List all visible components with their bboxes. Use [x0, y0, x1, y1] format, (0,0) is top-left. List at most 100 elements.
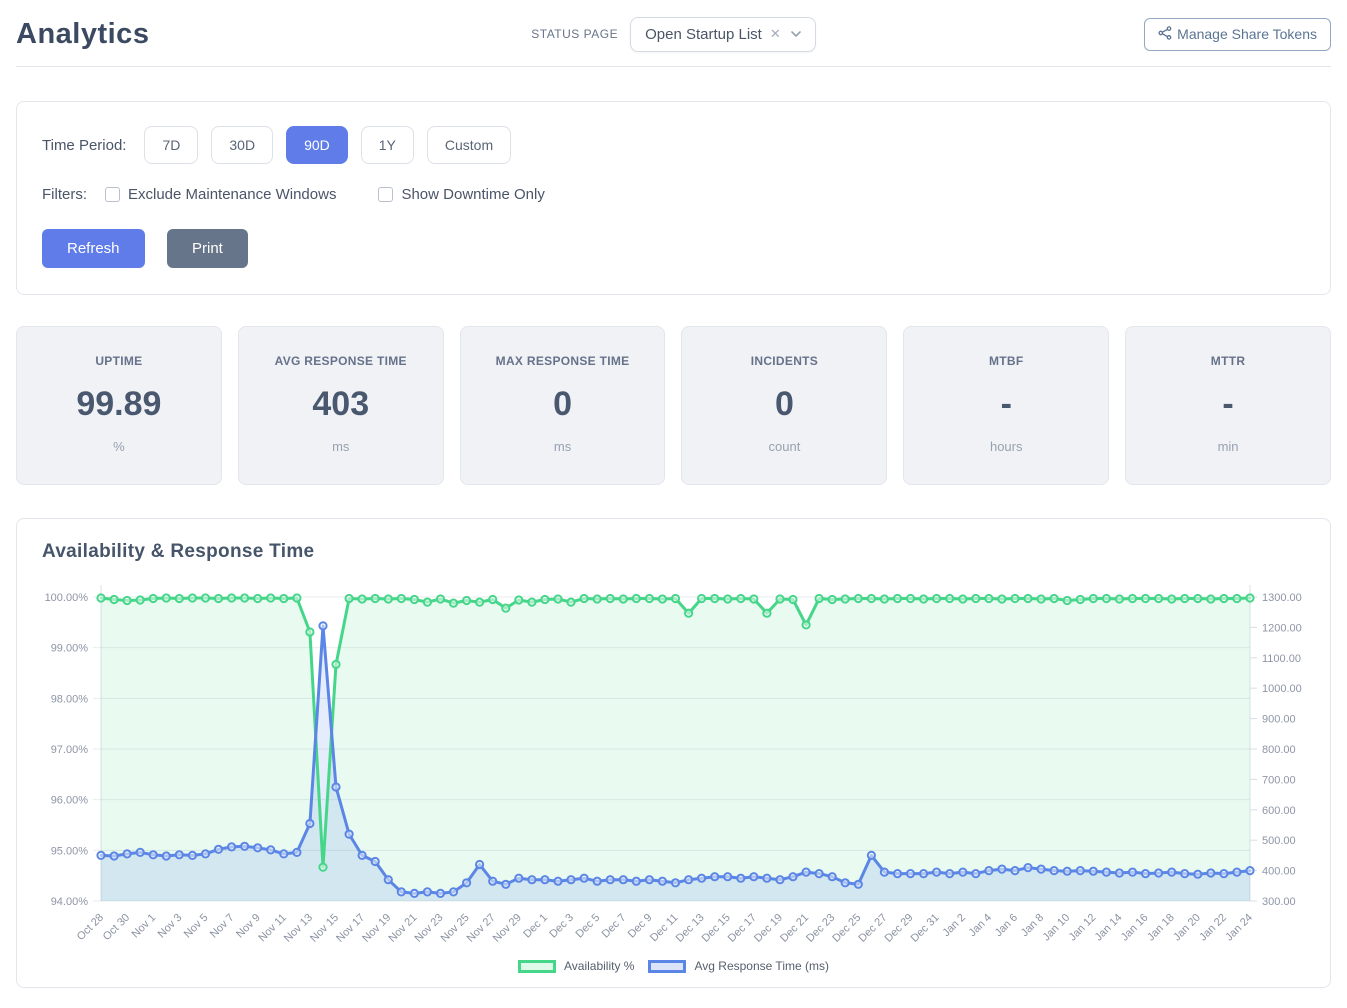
stats-row: UPTIME 99.89 % AVG RESPONSE TIME 403 ms … — [16, 326, 1331, 485]
legend-label: Avg Response Time (ms) — [694, 959, 829, 973]
svg-text:Dec 1: Dec 1 — [521, 912, 550, 941]
svg-text:Jan 18: Jan 18 — [1145, 912, 1177, 944]
header-divider — [16, 66, 1331, 67]
chart-title: Availability & Response Time — [42, 541, 315, 562]
svg-text:800.00: 800.00 — [1262, 744, 1296, 756]
period-button-30d[interactable]: 30D — [211, 126, 274, 164]
svg-text:1000.00: 1000.00 — [1262, 683, 1302, 695]
legend-item[interactable]: Avg Response Time (ms) — [648, 959, 829, 973]
svg-text:Jan 14: Jan 14 — [1093, 912, 1125, 944]
stat-card-mttr: MTTR - min — [1125, 326, 1331, 485]
svg-text:Dec 31: Dec 31 — [909, 912, 942, 945]
svg-text:Jan 10: Jan 10 — [1040, 912, 1072, 944]
stat-card-uptime: UPTIME 99.89 % — [16, 326, 222, 485]
svg-text:Dec 17: Dec 17 — [726, 912, 759, 945]
chart-legend: Availability % Avg Response Time (ms) — [17, 959, 1330, 973]
filter-panel: Time Period: 7D 30D 90D 1Y Custom Filter… — [16, 101, 1331, 295]
svg-text:97.00%: 97.00% — [51, 744, 89, 756]
svg-text:Jan 12: Jan 12 — [1067, 912, 1099, 944]
actions-row: Refresh Print — [42, 229, 1305, 268]
svg-text:Dec 7: Dec 7 — [600, 912, 629, 941]
legend-swatch — [648, 959, 687, 973]
svg-text:99.00%: 99.00% — [51, 643, 89, 655]
stat-card-incidents: INCIDENTS 0 count — [681, 326, 888, 485]
svg-text:Jan 4: Jan 4 — [966, 912, 994, 940]
svg-text:Dec 27: Dec 27 — [856, 912, 889, 945]
svg-text:Jan 22: Jan 22 — [1197, 912, 1229, 944]
header: Analytics STATUS PAGE Open Startup List … — [16, 8, 1331, 60]
svg-text:1100.00: 1100.00 — [1262, 653, 1301, 665]
svg-text:Dec 19: Dec 19 — [752, 912, 785, 945]
availability-response-chart[interactable]: 100.00% 99.00% 98.00% 97.00% 96.00% 95.00% 94.… — [17, 575, 1330, 957]
svg-text:1200.00: 1200.00 — [1262, 622, 1302, 634]
period-button-custom[interactable]: Custom — [426, 126, 512, 164]
checkbox-exclude-maintenance[interactable]: Exclude Maintenance Windows — [105, 186, 336, 203]
svg-text:Oct 28: Oct 28 — [75, 912, 106, 943]
svg-text:100.00%: 100.00% — [45, 592, 89, 604]
period-button-7d[interactable]: 7D — [144, 126, 199, 164]
svg-text:Nov 17: Nov 17 — [334, 912, 367, 945]
filters-row: Filters: Exclude Maintenance Windows Sho… — [42, 186, 1305, 203]
svg-text:Jan 16: Jan 16 — [1119, 912, 1151, 944]
status-page-label: STATUS PAGE — [531, 27, 619, 41]
svg-text:400.00: 400.00 — [1262, 866, 1296, 878]
svg-text:Dec 23: Dec 23 — [804, 912, 837, 945]
svg-text:98.00%: 98.00% — [51, 693, 89, 705]
chevron-down-icon[interactable] — [789, 27, 803, 41]
svg-text:Nov 19: Nov 19 — [360, 912, 393, 945]
svg-text:Nov 5: Nov 5 — [182, 912, 211, 941]
svg-text:Dec 25: Dec 25 — [830, 912, 863, 945]
svg-text:500.00: 500.00 — [1262, 835, 1296, 847]
share-icon — [1158, 25, 1172, 43]
svg-text:Nov 7: Nov 7 — [208, 912, 237, 941]
legend-item[interactable]: Availability % — [518, 959, 634, 973]
checkbox-box[interactable] — [105, 187, 120, 202]
svg-text:Nov 3: Nov 3 — [156, 912, 185, 941]
svg-text:Dec 29: Dec 29 — [882, 912, 915, 945]
svg-text:300.00: 300.00 — [1262, 896, 1296, 908]
svg-text:Nov 25: Nov 25 — [439, 912, 472, 945]
svg-text:900.00: 900.00 — [1262, 714, 1296, 726]
clear-icon[interactable]: ✕ — [769, 26, 781, 41]
svg-text:Nov 29: Nov 29 — [491, 912, 524, 945]
svg-text:Nov 1: Nov 1 — [130, 912, 159, 941]
svg-text:Dec 3: Dec 3 — [547, 912, 576, 941]
svg-text:Jan 2: Jan 2 — [940, 912, 968, 940]
svg-text:Dec 15: Dec 15 — [700, 912, 733, 945]
svg-text:700.00: 700.00 — [1262, 774, 1296, 786]
svg-text:Nov 15: Nov 15 — [308, 912, 341, 945]
svg-text:Nov 13: Nov 13 — [282, 912, 315, 945]
status-page-select[interactable]: Open Startup List ✕ — [630, 16, 816, 52]
filters-label: Filters: — [42, 186, 87, 203]
svg-text:95.00%: 95.00% — [51, 845, 89, 857]
svg-text:96.00%: 96.00% — [51, 795, 89, 807]
print-button[interactable]: Print — [166, 229, 248, 268]
svg-text:Jan 6: Jan 6 — [993, 912, 1021, 940]
svg-text:Nov 27: Nov 27 — [465, 912, 498, 945]
checkbox-box[interactable] — [378, 187, 394, 202]
legend-label: Availability % — [564, 959, 635, 973]
svg-text:Nov 23: Nov 23 — [412, 912, 445, 945]
stat-card-max-response: MAX RESPONSE TIME 0 ms — [459, 326, 666, 485]
refresh-button[interactable]: Refresh — [42, 229, 145, 268]
stat-card-avg-response: AVG RESPONSE TIME 403 ms — [237, 326, 444, 485]
svg-text:600.00: 600.00 — [1262, 805, 1296, 817]
svg-text:1300.00: 1300.00 — [1262, 592, 1302, 604]
period-button-90d[interactable]: 90D — [286, 126, 348, 164]
time-period-label: Time Period: — [42, 136, 127, 154]
legend-swatch — [518, 959, 556, 973]
svg-text:94.00%: 94.00% — [51, 896, 89, 908]
svg-text:Dec 5: Dec 5 — [574, 912, 603, 941]
svg-text:Jan 20: Jan 20 — [1171, 912, 1203, 944]
time-period-row: Time Period: 7D 30D 90D 1Y Custom — [42, 126, 1305, 164]
manage-share-tokens-button[interactable]: Manage Share Tokens — [1144, 17, 1331, 51]
chart-panel: Availability & Response Time 100.00% 99.0… — [16, 518, 1331, 988]
period-button-1y[interactable]: 1Y — [360, 126, 414, 164]
svg-text:Jan 24: Jan 24 — [1223, 912, 1255, 944]
checkbox-show-downtime[interactable]: Show Downtime Only — [378, 186, 545, 203]
svg-text:Dec 21: Dec 21 — [778, 912, 811, 945]
svg-text:Oct 30: Oct 30 — [101, 912, 132, 943]
page-title: Analytics — [16, 17, 150, 50]
svg-text:Nov 21: Nov 21 — [386, 912, 419, 945]
